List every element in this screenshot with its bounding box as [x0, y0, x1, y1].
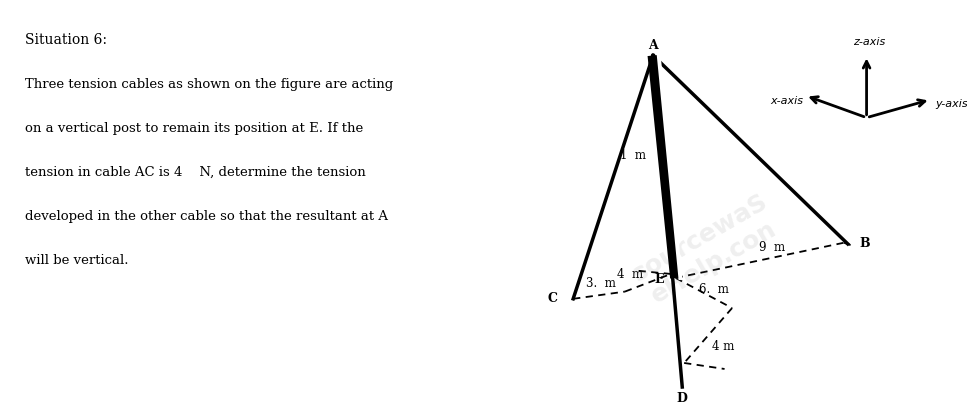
Text: 6.  m: 6. m — [699, 283, 729, 296]
Text: sourcewaS
eHelp.con: sourcewaS eHelp.con — [628, 189, 785, 311]
Text: 3.  m: 3. m — [586, 278, 616, 291]
Text: Three tension cables as shown on the figure are acting: Three tension cables as shown on the fig… — [25, 78, 394, 90]
Text: A: A — [648, 39, 658, 52]
Text: tension in cable AC is 4    N, determine the tension: tension in cable AC is 4 N, determine th… — [25, 166, 366, 179]
Text: C: C — [547, 292, 557, 305]
Text: E: E — [654, 273, 663, 286]
Text: B: B — [860, 237, 870, 250]
Text: x-axis: x-axis — [770, 96, 804, 105]
Text: Situation 6:: Situation 6: — [25, 33, 107, 48]
Text: y-axis: y-axis — [935, 99, 967, 109]
Text: 1  m: 1 m — [621, 149, 646, 162]
Text: D: D — [677, 392, 688, 405]
Text: 4 m: 4 m — [713, 340, 735, 353]
Text: z-axis: z-axis — [853, 37, 886, 48]
Text: on a vertical post to remain its position at E. If the: on a vertical post to remain its positio… — [25, 122, 364, 135]
Text: 4  m: 4 m — [617, 268, 643, 281]
Text: developed in the other cable so that the resultant at A: developed in the other cable so that the… — [25, 210, 388, 223]
Text: 9  m: 9 m — [759, 241, 785, 254]
Text: will be vertical.: will be vertical. — [25, 254, 129, 267]
